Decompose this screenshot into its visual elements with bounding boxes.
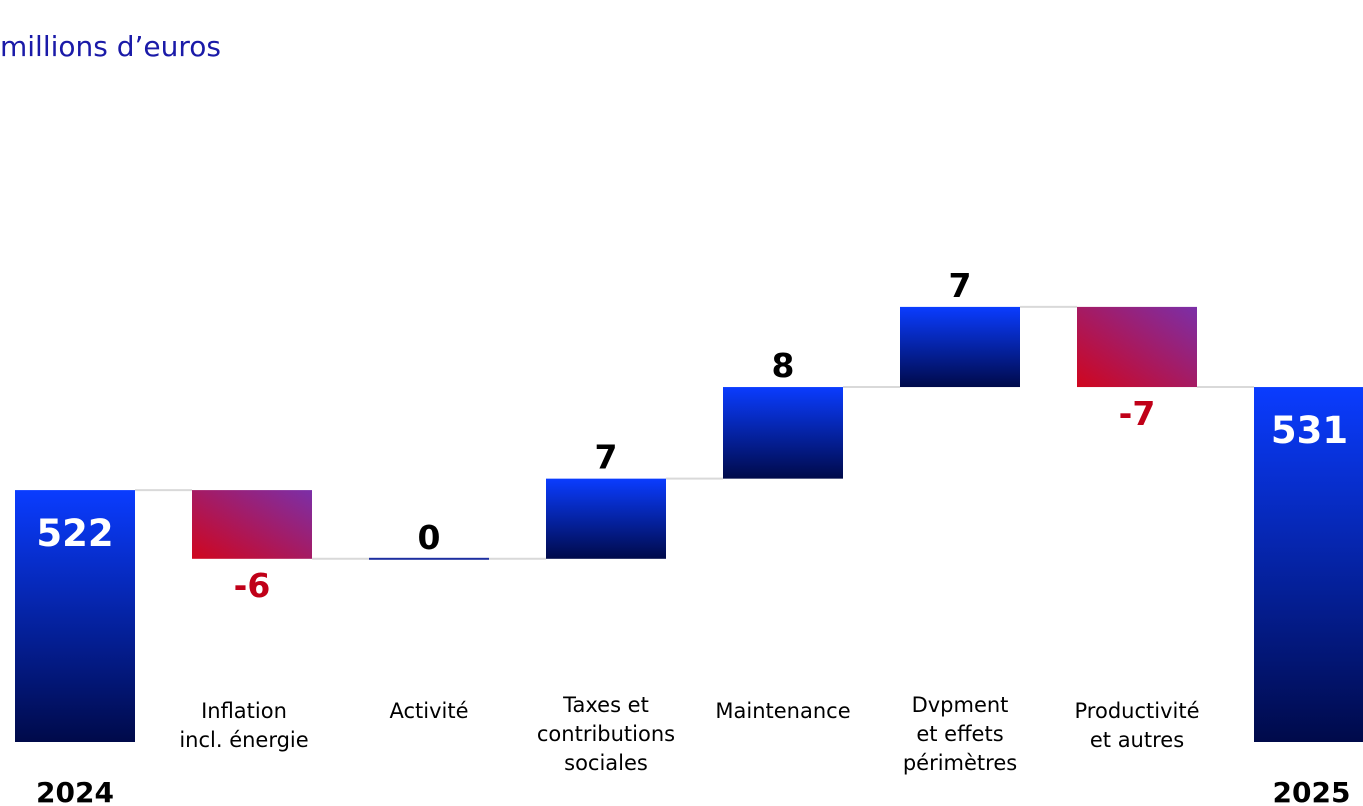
year-label-start: 2024 — [36, 776, 114, 806]
value-label-step-5: 7 — [949, 266, 972, 305]
bar-step-5 — [900, 306, 1020, 388]
category-label-step-2: Activité — [389, 699, 468, 723]
bars — [15, 306, 1363, 742]
bar-step-6 — [1077, 306, 1197, 388]
category-label-step-5: et effets — [916, 722, 1003, 746]
category-label-step-3: Taxes et — [562, 693, 649, 717]
value-label-total-end: 531 — [1271, 409, 1348, 452]
category-label-step-6: Productivité — [1075, 699, 1200, 723]
category-label-step-4: Maintenance — [715, 699, 850, 723]
value-label-total-start: 522 — [36, 512, 113, 555]
unit-label: millions d’euros — [0, 30, 222, 63]
value-label-step-2: 0 — [418, 518, 441, 557]
category-label-step-6: et autres — [1090, 728, 1184, 752]
value-label-step-4: 8 — [772, 346, 795, 385]
bar-step-1 — [192, 490, 312, 559]
labels: 522 2024 -6 Inflation incl. énergie 0 Activité… — [36, 266, 1350, 806]
bar-step-4 — [723, 387, 843, 479]
value-label-step-6: -7 — [1119, 394, 1156, 433]
value-label-step-1: -6 — [234, 566, 271, 605]
category-label-step-3: contributions — [537, 722, 675, 746]
value-label-step-3: 7 — [595, 438, 618, 477]
year-label-end: 2025 — [1273, 776, 1351, 806]
category-label-step-1: incl. énergie — [179, 728, 308, 752]
connector-lines — [135, 305, 1254, 560]
category-label-step-5: Dvpment — [912, 693, 1009, 717]
category-label-step-1: Inflation — [201, 699, 287, 723]
bar-step-3 — [546, 478, 666, 559]
category-label-step-3: sociales — [564, 751, 648, 775]
bar-total-start — [15, 490, 135, 742]
category-label-step-5: périmètres — [903, 751, 1017, 775]
bar-step-2 — [369, 557, 489, 560]
bar-total-end — [1254, 387, 1363, 742]
